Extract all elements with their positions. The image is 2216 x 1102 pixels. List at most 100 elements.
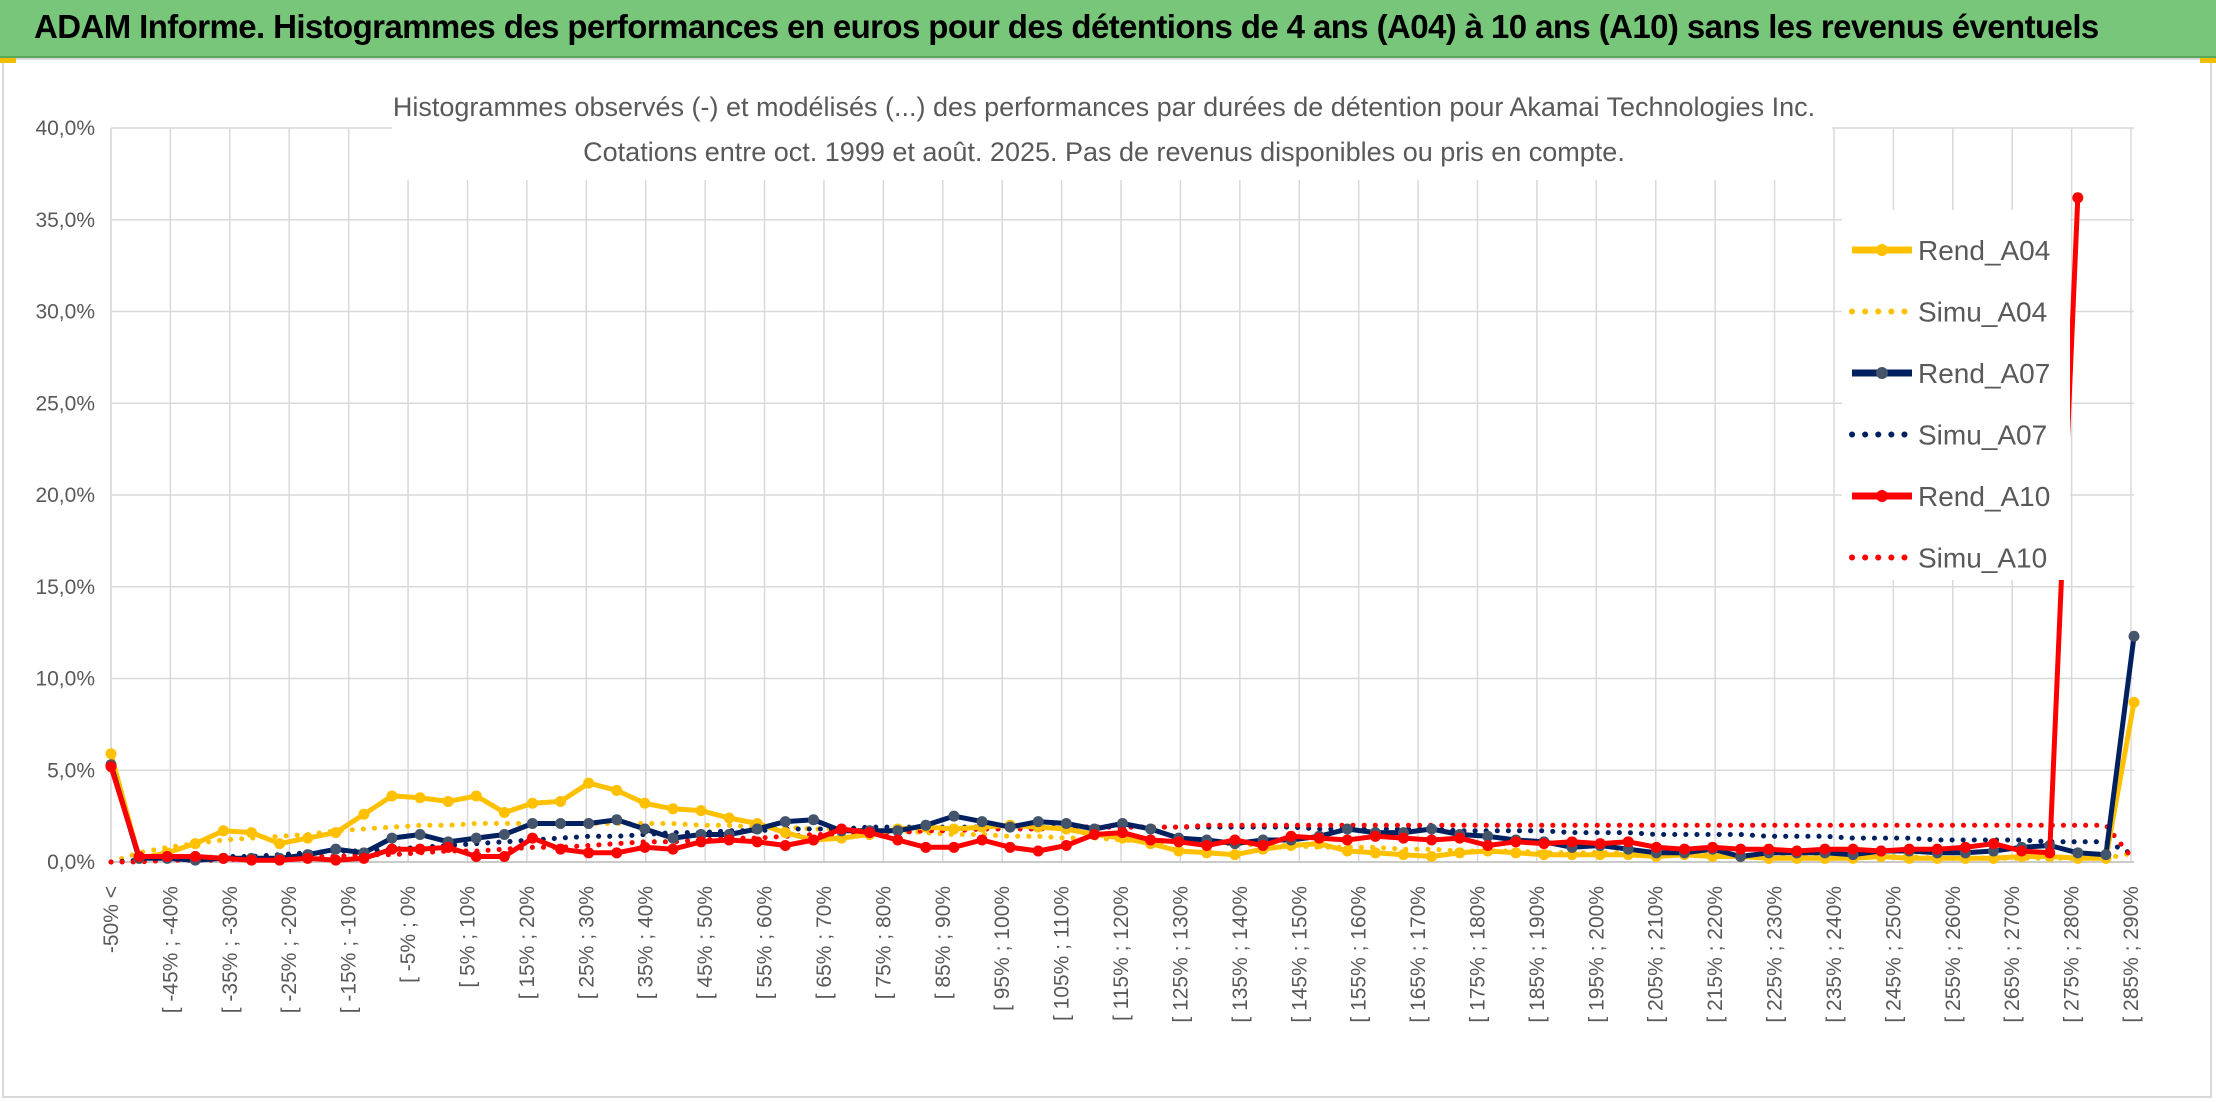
series-layer — [105, 192, 2140, 866]
legend-background — [1842, 210, 2070, 580]
data-point — [1988, 838, 2000, 850]
chart-subtitle: Cotations entre oct. 1999 et août. 2025.… — [583, 137, 1625, 167]
y-tick-label: 5,0% — [47, 759, 95, 782]
data-point — [498, 850, 510, 862]
data-point — [217, 825, 229, 837]
data-point — [2072, 847, 2084, 859]
legend-label: Simu_A10 — [1918, 543, 2047, 574]
data-point — [920, 819, 932, 831]
x-tick-label: [ -25% ; -20% — [278, 886, 301, 1013]
data-point — [274, 838, 286, 850]
data-point — [1313, 832, 1325, 844]
data-point — [330, 854, 342, 866]
data-point — [330, 827, 342, 839]
data-point — [948, 841, 960, 853]
data-point — [555, 817, 567, 829]
grid — [110, 127, 2134, 863]
data-point — [1201, 839, 1213, 851]
x-tick-label: [ 35% ; 40% — [635, 886, 658, 999]
x-tick-label: [ -45% ; -40% — [159, 886, 182, 1013]
x-tick-label: [ 275% ; 280% — [2061, 886, 2084, 1023]
data-point — [1060, 817, 1072, 829]
y-tick-label: 25,0% — [35, 392, 95, 415]
data-point — [639, 823, 651, 835]
x-tick-label: -50% < — [100, 886, 123, 953]
data-point — [1285, 830, 1297, 842]
legend-label: Simu_A07 — [1918, 420, 2047, 451]
data-point — [189, 850, 201, 862]
data-point — [1341, 823, 1353, 835]
data-point — [1763, 843, 1775, 855]
data-point — [358, 808, 370, 820]
x-tick-label: [ 215% ; 220% — [1704, 886, 1727, 1023]
data-point — [1482, 830, 1494, 842]
data-point — [1426, 823, 1438, 835]
data-point — [217, 852, 229, 864]
data-point — [583, 817, 595, 829]
data-point — [779, 827, 791, 839]
x-tick-label: [ 235% ; 240% — [1823, 886, 1846, 1023]
data-point — [414, 792, 426, 804]
legend: Rend_A04 Simu_A04 Rend_A07 Simu_A07 Rend_A10… — [1842, 210, 2070, 580]
data-point — [1173, 836, 1185, 848]
x-tick-label: [ 205% ; 210% — [1645, 886, 1668, 1023]
data-point — [2044, 847, 2056, 859]
data-point — [2072, 192, 2084, 204]
data-point — [1454, 832, 1466, 844]
data-point — [386, 832, 398, 844]
data-point — [2128, 696, 2140, 708]
x-tick-label: [ 185% ; 190% — [1526, 886, 1549, 1023]
data-point — [1875, 845, 1887, 857]
y-tick-label: 40,0% — [35, 117, 95, 140]
data-point — [583, 777, 595, 789]
data-point — [948, 823, 960, 835]
page-title: ADAM Informe. Histogrammes des performan… — [34, 8, 2099, 45]
data-point — [892, 825, 904, 837]
data-point — [442, 841, 454, 853]
x-tick-label: [ -15% ; -10% — [338, 886, 361, 1013]
data-point — [1397, 849, 1409, 861]
legend-label: Rend_A10 — [1918, 481, 2050, 512]
x-tick-label: [ 225% ; 230% — [1764, 886, 1787, 1023]
title-background — [392, 88, 1832, 180]
data-point — [1032, 845, 1044, 857]
x-tick-label: [ 285% ; 290% — [2120, 886, 2143, 1023]
data-point — [1791, 845, 1803, 857]
x-tick-label: [ 155% ; 160% — [1348, 886, 1371, 1023]
data-point — [751, 836, 763, 848]
data-point — [189, 838, 201, 850]
x-tick-label: [ 105% ; 110% — [1051, 886, 1074, 1021]
data-point — [470, 850, 482, 862]
data-point — [1117, 827, 1128, 839]
data-point — [639, 797, 651, 809]
legend-label: Rend_A04 — [1918, 235, 2050, 266]
x-tick-label: [ 55% ; 60% — [754, 886, 777, 999]
x-tick-label: [ 15% ; 20% — [516, 886, 539, 999]
data-point — [2128, 630, 2140, 642]
y-tick-label: 35,0% — [35, 209, 95, 232]
chart-frame — [2, 58, 2212, 1098]
y-tick-label: 20,0% — [35, 484, 95, 507]
data-point — [583, 847, 595, 859]
data-point — [1847, 843, 1859, 855]
data-point — [1257, 839, 1269, 851]
x-tick-label: [ 5% ; 10% — [456, 886, 479, 988]
data-point — [245, 827, 257, 839]
data-point — [105, 761, 117, 773]
corner-accent-left — [0, 58, 16, 63]
y-tick-label: 15,0% — [35, 576, 95, 599]
x-tick-label: [ 95% ; 100% — [991, 886, 1014, 1011]
data-point — [864, 827, 876, 839]
data-point — [1959, 841, 1971, 853]
data-point — [751, 823, 763, 835]
x-tick-label: [ -35% ; -30% — [219, 886, 242, 1013]
data-point — [1004, 821, 1016, 833]
data-point — [611, 784, 623, 796]
data-point — [302, 852, 314, 864]
data-point — [470, 832, 482, 844]
corner-accent-right — [2200, 58, 2216, 63]
x-tick-label: [ 125% ; 130% — [1169, 886, 1192, 1023]
legend-marker — [1876, 367, 1888, 379]
data-point — [1482, 839, 1494, 851]
